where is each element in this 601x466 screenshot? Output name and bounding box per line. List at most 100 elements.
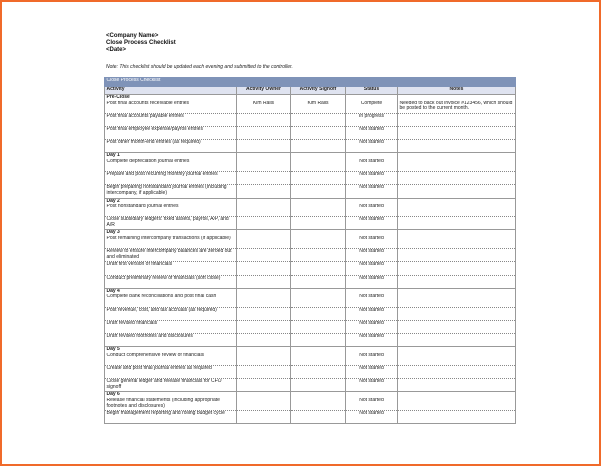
notes-cell: [396, 410, 517, 425]
task-row: Post final accounts receivable entries Ki…: [104, 100, 517, 114]
activity-cell: Post revenue, cost, and tax accruals (as…: [104, 307, 237, 321]
status-cell: Not started: [345, 171, 398, 186]
owner-cell: [236, 294, 291, 308]
section-row: Day 3: [104, 229, 517, 237]
owner-cell: [236, 275, 291, 289]
empty-cell: [396, 287, 517, 295]
signoff-cell: [290, 294, 346, 308]
section-row: Day 1: [104, 152, 517, 159]
signoff-cell: Kim Ralls: [290, 100, 346, 114]
task-row: Create and post final journal entries as…: [104, 365, 517, 380]
owner-cell: [236, 216, 291, 231]
owner-cell: [236, 410, 291, 425]
owner-cell: [236, 261, 291, 276]
task-row: Complete bank reconciliations and post f…: [104, 294, 517, 308]
activity-cell: Begin management reporting and rolling b…: [104, 410, 237, 425]
owner-cell: [236, 204, 291, 218]
table-body: Close Process Checklist Activity Activity …: [103, 77, 517, 425]
signoff-cell: [290, 352, 346, 366]
notes-cell: [396, 248, 517, 263]
status-cell: Not started: [345, 248, 398, 263]
activity-cell: Post remaining intercompany transactions…: [104, 236, 237, 250]
task-row: Post final employee expense/payroll entr…: [104, 126, 517, 141]
notes-cell: [396, 184, 517, 199]
note: Note: This checklist should be updated e…: [106, 64, 293, 70]
owner-cell: [236, 307, 291, 321]
activity-cell: Prepare and post recurring monthly journ…: [104, 171, 237, 186]
notes-cell: [396, 294, 517, 308]
notes-cell: [396, 261, 517, 276]
signoff-cell: [290, 261, 346, 276]
status-cell: Not started: [345, 294, 398, 308]
section-row: Day 4: [104, 287, 517, 295]
owner-cell: [236, 171, 291, 186]
task-row: Post other month-end entries (as require…: [104, 139, 517, 154]
status-cell: Not started: [345, 307, 398, 321]
owner-cell: [236, 365, 291, 380]
signoff-cell: [290, 216, 346, 231]
owner-cell: [236, 352, 291, 366]
signoff-cell: [290, 248, 346, 263]
task-row: Post revenue, cost, and tax accruals (as…: [104, 307, 517, 321]
title-row: Close Process Checklist: [103, 77, 517, 87]
signoff-cell: [290, 333, 346, 348]
task-row: Prepare and post recurring monthly journ…: [104, 171, 517, 186]
notes-cell: [396, 139, 517, 154]
activity-cell: Complete depreciation journal entries: [104, 158, 237, 173]
signoff-cell: [290, 236, 346, 250]
notes-cell: [396, 126, 517, 141]
owner-cell: [236, 139, 291, 154]
empty-cell: [396, 229, 517, 237]
company-name: <Company Name>: [106, 33, 159, 39]
activity-cell: Review to ensure intercompany balances a…: [104, 248, 237, 263]
task-row: Begin management reporting and rolling b…: [104, 410, 517, 425]
activity-cell: Draft revised footnotes and disclosures: [104, 333, 237, 348]
owner-cell: [236, 333, 291, 348]
activity-cell: Close subsidiary ledgers: fixed assets, …: [104, 216, 237, 231]
task-row: Review to ensure intercompany balances a…: [104, 248, 517, 263]
status-cell: Not started: [345, 333, 398, 348]
status-cell: Not started: [345, 158, 398, 173]
signoff-cell: [290, 126, 346, 141]
signoff-cell: [290, 184, 346, 199]
status-cell: Not started: [345, 184, 398, 199]
column-header: Notes: [396, 86, 517, 95]
date: <Date>: [106, 47, 127, 53]
owner-cell: [236, 113, 291, 127]
activity-cell: Draft first version of financials: [104, 261, 237, 276]
task-row: Close subsidiary ledgers: fixed assets, …: [104, 216, 517, 231]
owner-cell: Kim Ralls: [236, 100, 291, 114]
task-row: Post final accounts payable entries In pr…: [104, 113, 517, 127]
signoff-cell: [290, 378, 346, 393]
notes-cell: [396, 158, 517, 173]
status-cell: Not started: [345, 320, 398, 334]
status-cell: Not started: [345, 352, 398, 366]
table-title: Close Process Checklist: [103, 77, 517, 87]
empty-cell: [396, 93, 517, 101]
activity-cell: Conduct comprehensive review of financia…: [104, 352, 237, 366]
task-row: Post remaining intercompany transactions…: [104, 236, 517, 250]
status-cell: Not started: [345, 365, 398, 380]
owner-cell: [236, 184, 291, 199]
owner-cell: [236, 320, 291, 334]
task-row: Conduct comprehensive review of financia…: [104, 352, 517, 366]
task-row: Complete depreciation journal entries Not…: [104, 158, 517, 173]
status-cell: In progress: [345, 113, 398, 127]
status-cell: Not started: [345, 236, 398, 250]
task-row: Draft revised financials Not started: [104, 320, 517, 334]
notes-cell: [396, 352, 517, 366]
status-cell: Not started: [345, 378, 398, 393]
status-cell: Not started: [345, 275, 398, 289]
activity-cell: Draft revised financials: [104, 320, 237, 334]
activity-cell: Complete bank reconciliations and post f…: [104, 294, 237, 308]
activity-cell: Post final employee expense/payroll entr…: [104, 126, 237, 141]
activity-cell: Conduct preliminary review of financials…: [104, 275, 237, 289]
task-row: Release financial statements (including …: [104, 397, 517, 412]
signoff-cell: [290, 397, 346, 412]
section-row: Pre-Close: [104, 93, 517, 101]
activity-cell: Post other month-end entries (as require…: [104, 139, 237, 154]
status-cell: Not started: [345, 261, 398, 276]
empty-cell: [396, 346, 517, 353]
status-cell: Complete: [345, 100, 398, 114]
